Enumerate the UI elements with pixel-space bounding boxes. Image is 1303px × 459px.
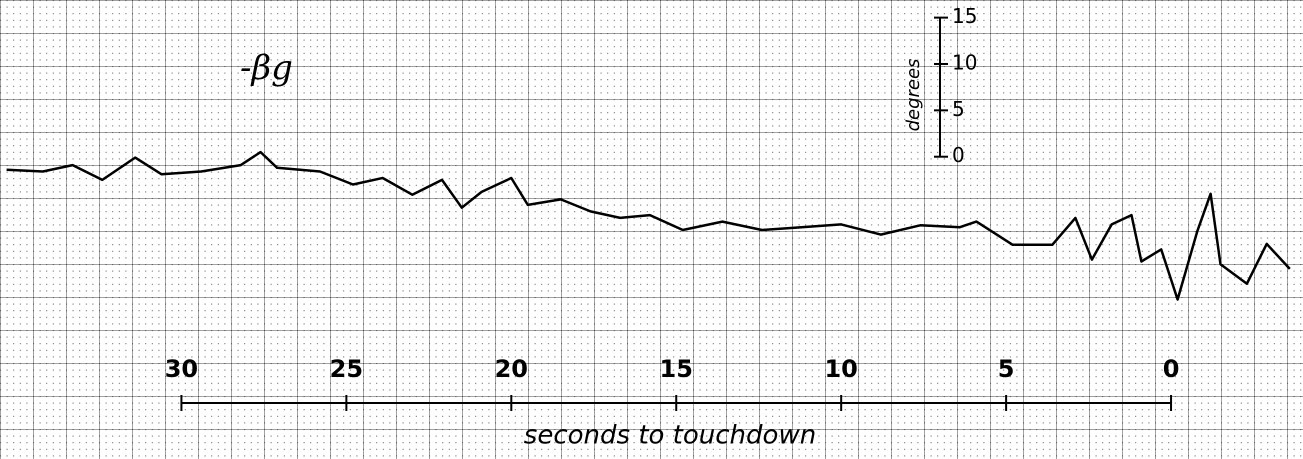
y-tick-label: 15 (952, 4, 977, 28)
y-axis-label: degrees (903, 59, 924, 132)
trace-line (6, 150, 1291, 301)
x-tick-label: 5 (998, 355, 1015, 383)
series-label: -βg (240, 48, 293, 88)
x-tick-label: 10 (824, 355, 857, 383)
x-tick-label: 25 (330, 355, 363, 383)
x-tick-label: 20 (495, 355, 528, 383)
x-tick-label: 30 (165, 355, 198, 383)
x-tick-label: 15 (660, 355, 693, 383)
x-tick-label: 0 (1163, 355, 1180, 383)
y-tick-label: 10 (952, 50, 977, 74)
x-axis-label: seconds to touchdown (524, 421, 816, 451)
y-tick-label: 5 (952, 97, 965, 121)
y-tick-label: 0 (952, 143, 965, 167)
